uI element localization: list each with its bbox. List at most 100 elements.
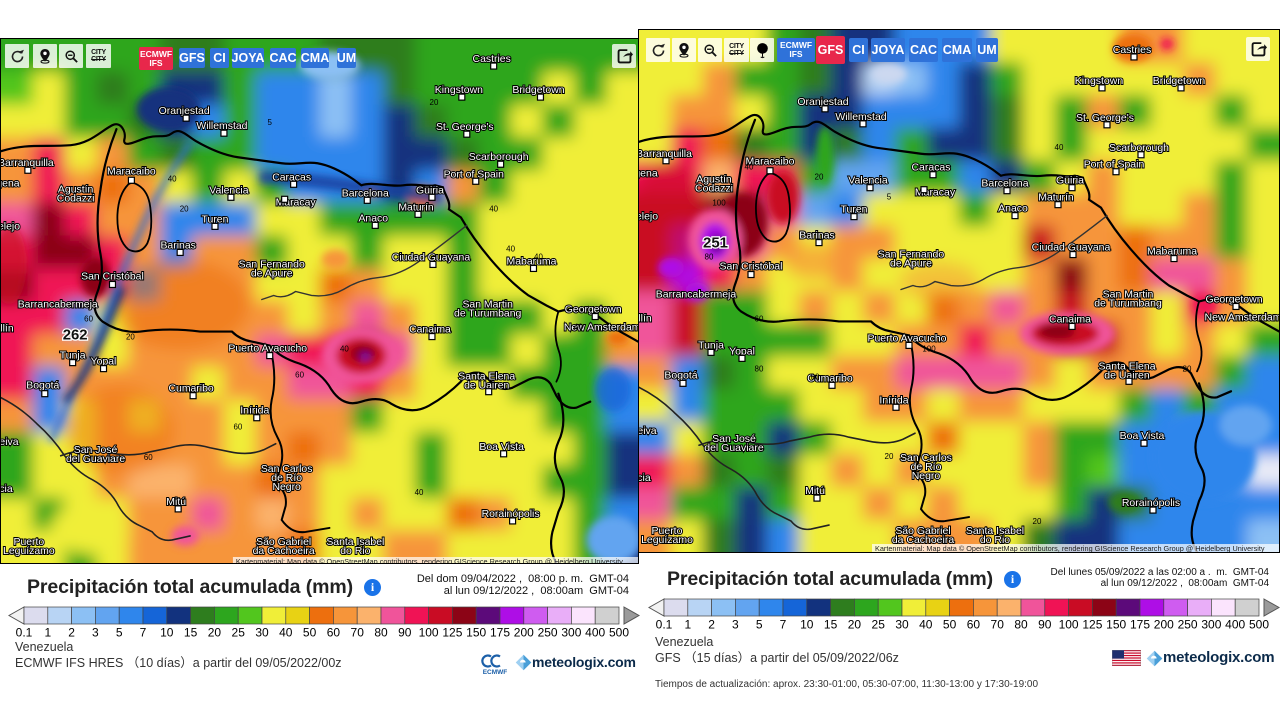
svg-text:30: 30 (255, 626, 269, 640)
svg-text:250: 250 (538, 626, 558, 640)
svg-text:Barrancabermeja: Barrancabermeja (656, 289, 737, 300)
svg-text:Kingstown: Kingstown (435, 85, 483, 96)
svg-text:400: 400 (1225, 618, 1245, 632)
svg-text:40: 40 (919, 618, 933, 632)
svg-text:llín: llín (639, 313, 652, 324)
svg-text:de Turumbang: de Turumbang (1094, 298, 1162, 309)
svg-text:de Río: de Río (271, 473, 302, 484)
svg-text:Güiria: Güiria (416, 185, 444, 196)
svg-text:Valencia: Valencia (209, 185, 248, 196)
svg-text:60: 60 (967, 618, 981, 632)
svg-text:São Gabriel: São Gabriel (895, 526, 950, 537)
svg-text:ECMWF: ECMWF (483, 669, 508, 675)
svg-text:Barranquilla: Barranquilla (639, 149, 692, 160)
svg-text:60: 60 (144, 453, 153, 462)
svg-text:Tunja: Tunja (698, 340, 724, 351)
svg-text:Bogotá: Bogotá (664, 370, 697, 381)
svg-text:80: 80 (755, 364, 764, 373)
svg-text:10: 10 (160, 626, 174, 640)
svg-text:Yopal: Yopal (91, 357, 117, 368)
svg-text:20: 20 (180, 204, 189, 213)
svg-text:Puerto Ayacucho: Puerto Ayacucho (228, 344, 307, 355)
svg-text:20: 20 (208, 626, 222, 640)
svg-text:7: 7 (140, 626, 147, 640)
svg-text:20: 20 (126, 333, 135, 342)
svg-text:San Cristóbal: San Cristóbal (720, 262, 783, 273)
svg-text:262: 262 (63, 327, 88, 344)
svg-text:Barcelona: Barcelona (342, 188, 389, 199)
svg-text:Boa Vista: Boa Vista (479, 442, 524, 453)
svg-text:Santa Elena: Santa Elena (458, 372, 515, 383)
svg-text:do Rio: do Rio (340, 546, 370, 557)
svg-text:Codazzi: Codazzi (57, 193, 95, 204)
svg-text:5: 5 (887, 193, 892, 202)
svg-text:60: 60 (295, 371, 304, 380)
svg-text:llín: llín (1, 324, 14, 335)
svg-text:60: 60 (755, 314, 764, 323)
svg-text:150: 150 (1106, 618, 1126, 632)
svg-text:Castries: Castries (1113, 45, 1151, 56)
svg-text:Georgetown: Georgetown (1205, 294, 1262, 305)
svg-text:cia: cia (639, 473, 651, 484)
svg-text:20: 20 (815, 173, 824, 182)
svg-text:San José: San José (712, 434, 756, 445)
svg-text:San José: San José (74, 445, 118, 456)
svg-text:Mabaruma: Mabaruma (507, 256, 557, 267)
svg-text:5: 5 (268, 118, 273, 127)
svg-text:Santa Isabel: Santa Isabel (326, 537, 384, 548)
svg-text:Barinas: Barinas (799, 231, 835, 242)
svg-text:Anaco: Anaco (358, 213, 388, 224)
svg-text:Leguízamo: Leguízamo (3, 546, 55, 557)
svg-text:de Uairen: de Uairen (464, 381, 509, 392)
svg-text:100: 100 (1059, 618, 1079, 632)
svg-text:40: 40 (574, 323, 583, 332)
svg-text:Barinas: Barinas (160, 240, 195, 251)
svg-text:Negro: Negro (912, 471, 941, 482)
svg-text:Willemstad: Willemstad (835, 112, 886, 123)
svg-text:Agustín: Agustín (58, 184, 94, 195)
svg-text:60: 60 (811, 372, 820, 381)
svg-text:5: 5 (756, 618, 763, 632)
svg-text:50: 50 (943, 618, 957, 632)
svg-text:San Fernando: San Fernando (239, 259, 305, 270)
svg-text:Port of Spain: Port of Spain (1084, 160, 1145, 171)
svg-text:5: 5 (116, 626, 123, 640)
svg-text:San Carlos: San Carlos (900, 453, 952, 464)
svg-text:Santa Elena: Santa Elena (1098, 361, 1155, 372)
svg-text:20: 20 (1033, 517, 1042, 526)
svg-text:30: 30 (895, 618, 909, 632)
svg-text:Bridgetown: Bridgetown (1153, 76, 1206, 87)
svg-text:80: 80 (374, 626, 388, 640)
svg-text:10: 10 (800, 618, 814, 632)
svg-text:60: 60 (84, 315, 93, 324)
svg-text:20: 20 (430, 98, 439, 107)
svg-text:3: 3 (92, 626, 99, 640)
svg-text:250: 250 (1178, 618, 1198, 632)
svg-text:Codazzi: Codazzi (695, 184, 733, 195)
svg-text:Cumaribo: Cumaribo (807, 373, 853, 384)
svg-text:400: 400 (585, 626, 605, 640)
svg-text:Kartenmaterial: Map data © Ope: Kartenmaterial: Map data © OpenStreetMap… (236, 557, 623, 563)
svg-text:Maracaibo: Maracaibo (746, 157, 795, 168)
svg-text:San Martin: San Martin (462, 299, 513, 310)
svg-text:0.1: 0.1 (16, 626, 33, 640)
svg-text:1: 1 (684, 618, 691, 632)
svg-text:7: 7 (780, 618, 787, 632)
svg-text:Canaima: Canaima (1049, 314, 1091, 325)
svg-text:Güiria: Güiria (1056, 176, 1084, 187)
svg-text:Ciudad Guayana: Ciudad Guayana (392, 252, 470, 263)
svg-text:0.1: 0.1 (656, 618, 673, 632)
svg-text:Maracaibo: Maracaibo (107, 166, 156, 177)
svg-text:20: 20 (848, 618, 862, 632)
svg-text:Ciudad Guayana: Ciudad Guayana (1032, 243, 1111, 254)
svg-text:Santa Isabel: Santa Isabel (966, 526, 1024, 537)
svg-text:eiva: eiva (639, 426, 657, 437)
svg-text:Georgetown: Georgetown (565, 304, 622, 315)
svg-text:20: 20 (1183, 364, 1192, 373)
svg-text:100: 100 (419, 626, 439, 640)
svg-text:15: 15 (824, 618, 838, 632)
svg-text:Inírida: Inírida (879, 395, 908, 406)
svg-text:90: 90 (1038, 618, 1052, 632)
svg-text:Turen: Turen (202, 214, 229, 225)
svg-text:da Cachoeira: da Cachoeira (892, 535, 955, 546)
